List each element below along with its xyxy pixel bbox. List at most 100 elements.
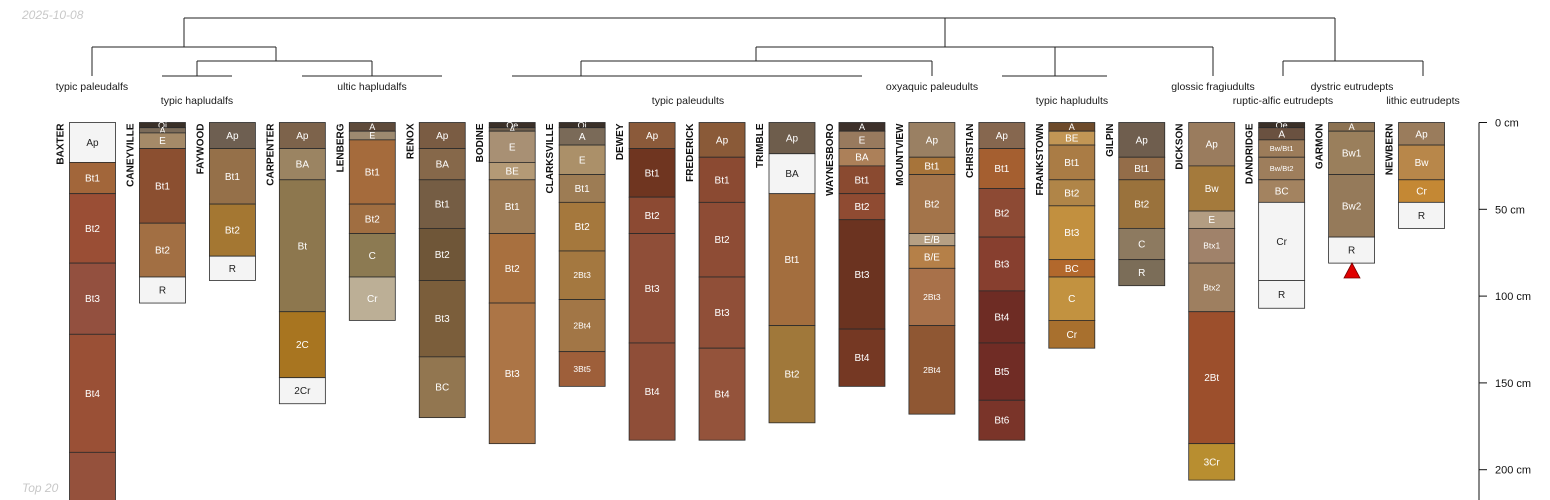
soil-horizon: [69, 122, 116, 163]
horizon-label: Bt1: [715, 175, 730, 186]
soil-profile-dandridge: DANDRIDGE OeA Bw/Bt1 Bw/Bt2 BC Cr R: [1245, 120, 1306, 309]
soil-horizon: [139, 222, 186, 278]
horizon-label: 2Cr: [294, 386, 311, 397]
soil-horizon: [1048, 276, 1096, 321]
horizon-label: Bt2: [645, 211, 660, 222]
horizon-label: Bt2: [784, 370, 799, 381]
horizon-label: Ap: [646, 131, 659, 142]
profile-name-label: BODINE: [475, 123, 486, 162]
horizon-label: Bt3: [994, 259, 1009, 270]
horizon-label: Oi: [578, 120, 587, 130]
horizon-label: Bt3: [435, 314, 450, 325]
soil-horizon: [208, 203, 256, 257]
horizon-label: A: [159, 125, 165, 135]
horizon-label: Ap: [716, 135, 729, 146]
profile-name-label: NEWBERN: [1385, 124, 1396, 176]
horizon-label: 2Bt: [1204, 373, 1219, 384]
soil-horizon: [698, 276, 746, 349]
horizon-label: Bt4: [994, 312, 1009, 323]
depth-tick-label: 150 cm: [1495, 378, 1531, 390]
soil-horizon: [698, 156, 746, 203]
horizon-label: BE: [1065, 134, 1079, 145]
horizon-label: A: [1349, 122, 1355, 132]
soil-profile-garmon: GARMON A Bw1 Bw2 R: [1315, 122, 1375, 264]
soil-horizon: [1118, 227, 1166, 261]
soil-profile-frankstown: FRANKSTOWN A BE Bt1 Bt2 Bt3 BC C Cr: [1035, 122, 1096, 349]
horizon-label: Cr: [367, 294, 378, 305]
soil-horizon: [628, 342, 676, 441]
profile-name-label: CARPENTER: [265, 123, 276, 186]
horizon-label: Oe: [506, 120, 518, 130]
soil-horizon: [698, 347, 746, 441]
soil-horizon: [69, 262, 116, 335]
profile-name-label: DICKSON: [1175, 124, 1186, 170]
soil-horizon: [1188, 443, 1236, 481]
profile-name-label: MOUNTVIEW: [895, 123, 906, 186]
horizon-label: C: [1138, 240, 1145, 251]
horizon-label: R: [159, 286, 166, 297]
horizon-label: 3Cr: [1204, 457, 1221, 468]
horizon-label: Bt1: [1064, 158, 1079, 169]
profile-name-label: TRIMBLE: [755, 123, 766, 168]
soil-horizon: [278, 122, 326, 149]
horizon-label: Bt2: [1064, 188, 1079, 199]
horizon-label: Ap: [1206, 140, 1219, 151]
horizon-label: Bw2: [1342, 201, 1362, 212]
horizon-label: Bt2: [715, 235, 730, 246]
soil-horizon: [908, 325, 956, 415]
horizon-label: Bt6: [994, 416, 1009, 427]
horizon-label: R: [229, 264, 236, 275]
soil-horizon: [628, 122, 676, 149]
profile-name-label: CHRISTIAN: [965, 124, 976, 178]
horizon-label: A: [369, 122, 375, 132]
horizon-label: E: [159, 136, 166, 147]
soil-horizon: [908, 122, 956, 158]
horizon-label: Bt2: [924, 200, 939, 211]
horizon-label: A: [579, 132, 586, 143]
profile-name-label: DEWEY: [615, 123, 626, 160]
horizon-label: Bt3: [505, 369, 520, 380]
horizon-label: Bt1: [784, 255, 799, 266]
soil-profile-gilpin: GILPIN Ap Bt1 Bt2 C R: [1105, 122, 1166, 287]
horizon-label: BA: [436, 160, 450, 171]
horizon-label: Bw: [1205, 184, 1220, 195]
soil-horizon: [558, 351, 606, 387]
soil-profile-newbern: NEWBERN Ap Bw Cr R: [1385, 122, 1445, 229]
footer-label: Top 20: [22, 481, 59, 495]
soil-horizon: [838, 193, 886, 221]
soil-horizon: [1188, 122, 1236, 167]
horizon-label: Bt3: [645, 284, 660, 295]
horizon-label: Bt1: [85, 174, 100, 185]
soil-horizon: [1118, 122, 1166, 158]
horizon-label: C: [1068, 294, 1075, 305]
soil-horizon: [208, 122, 256, 149]
horizon-label: 2Bt3: [923, 292, 941, 302]
horizon-label: Ap: [436, 131, 449, 142]
horizon-label: Bt4: [715, 390, 730, 401]
depth-tick-label: 100 cm: [1495, 291, 1531, 303]
soil-horizon: [69, 451, 116, 500]
taxon-group-label: ultic hapludalfs: [337, 81, 406, 93]
horizon-label: Ap: [86, 138, 99, 149]
profile-name-label: LENBERG: [335, 123, 346, 172]
profile-name-label: DANDRIDGE: [1245, 123, 1256, 184]
soil-horizon: [978, 236, 1026, 292]
soil-horizon: [768, 153, 816, 195]
soil-horizon: [978, 188, 1026, 238]
profile-name-label: FRANKSTOWN: [1035, 124, 1046, 196]
soil-horizon: [1048, 320, 1096, 349]
soil-profile-lenberg: LENBERG AE Bt1 Bt2 C Cr: [335, 122, 396, 321]
horizon-label: Oi: [158, 120, 167, 130]
horizon-label: R: [1278, 290, 1285, 301]
soil-horizon: [418, 122, 466, 149]
horizon-label: R: [1138, 268, 1145, 279]
horizon-label: Bw/Bt1: [1270, 144, 1294, 153]
profile-name-label: GILPIN: [1105, 124, 1116, 157]
soil-horizon: [838, 165, 886, 195]
horizon-label: 3Bt5: [573, 364, 591, 374]
horizon-label: Btx1: [1203, 241, 1220, 251]
horizon-label: Bt: [298, 241, 308, 252]
